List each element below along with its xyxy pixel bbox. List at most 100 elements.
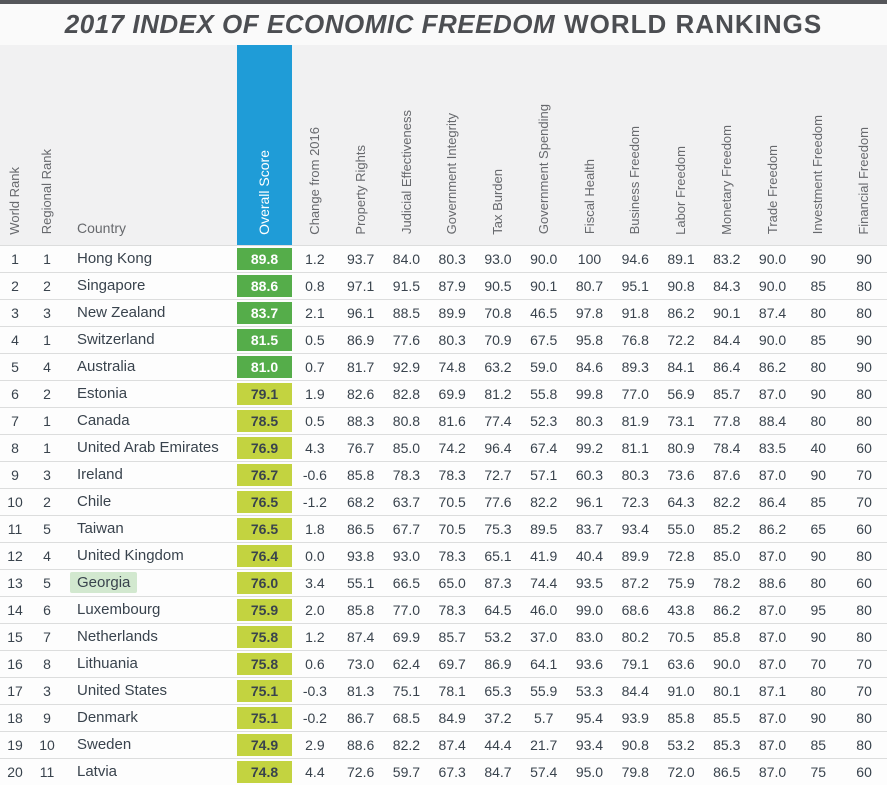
property-rights-cell: 86.7 <box>337 703 384 731</box>
investment-freedom-cell: 90 <box>795 541 842 569</box>
col-header-label: Monetary Freedom <box>718 124 734 235</box>
government-spending-cell: 67.4 <box>520 433 567 461</box>
government-spending-cell: 90.1 <box>520 271 567 299</box>
trade-freedom-cell: 90.0 <box>749 271 796 299</box>
investment-freedom-cell: 90 <box>795 244 842 272</box>
country-cell: Australia <box>64 352 237 380</box>
government-integrity-cell: 78.3 <box>429 595 476 623</box>
world-rank-cell: 17 <box>0 676 30 704</box>
regional-rank-cell: 10 <box>30 730 64 758</box>
labor-freedom-cell: 72.2 <box>658 325 704 353</box>
financial-freedom-cell: 70 <box>841 676 887 704</box>
world-rank-cell: 12 <box>0 541 30 569</box>
government-integrity-cell: 74.2 <box>429 433 476 461</box>
financial-freedom-cell: 80 <box>841 541 887 569</box>
trade-freedom-cell: 83.5 <box>749 433 796 461</box>
change-from-2016-cell: -0.2 <box>292 703 338 731</box>
judicial-effectiveness-cell: 92.9 <box>383 352 430 380</box>
government-integrity-cell: 84.9 <box>429 703 476 731</box>
overall-score-cell: 76.0 <box>237 568 292 596</box>
property-rights-cell: 93.7 <box>337 244 384 272</box>
government-spending-cell: 90.0 <box>520 244 567 272</box>
regional-rank-cell: 2 <box>30 487 64 515</box>
country-cell: Georgia <box>64 568 237 596</box>
country-cell: Chile <box>64 487 237 515</box>
monetary-freedom-cell: 85.0 <box>703 541 750 569</box>
investment-freedom-cell: 90 <box>795 622 842 650</box>
overall-score-cell: 75.1 <box>237 703 292 731</box>
investment-freedom-cell: 75 <box>795 757 842 785</box>
regional-rank-cell: 1 <box>30 406 64 434</box>
labor-freedom-cell: 85.8 <box>658 703 704 731</box>
property-rights-cell: 87.4 <box>337 622 384 650</box>
overall-score-cell: 83.7 <box>237 298 292 326</box>
col-header-label: Judicial Effectiveness <box>398 110 414 235</box>
business-freedom-cell: 94.6 <box>612 244 659 272</box>
change-from-2016-cell: 3.4 <box>292 568 338 596</box>
labor-freedom-cell: 53.2 <box>658 730 704 758</box>
country-cell: Sweden <box>64 730 237 758</box>
regional-rank-cell: 3 <box>30 460 64 488</box>
monetary-freedom-cell: 84.4 <box>703 325 750 353</box>
col-header-investment-freedom: Investment Freedom <box>795 45 842 245</box>
judicial-effectiveness-cell: 77.0 <box>383 595 430 623</box>
property-rights-cell: 97.1 <box>337 271 384 299</box>
investment-freedom-cell: 70 <box>795 649 842 677</box>
col-header-label: Government Spending <box>535 104 551 235</box>
overall-score-badge: 75.1 <box>237 679 292 702</box>
table-row-united-kingdom: 12 4 United Kingdom 76.4 0.0 93.8 93.0 78.3 65.1… <box>0 541 887 569</box>
rankings-table: World Rank Regional Rank Country Overall Sc… <box>0 45 887 785</box>
trade-freedom-cell: 88.4 <box>749 406 796 434</box>
overall-score-badge: 75.1 <box>237 706 292 729</box>
fiscal-health-cell: 83.7 <box>566 514 613 542</box>
judicial-effectiveness-cell: 66.5 <box>383 568 430 596</box>
col-header-regional-rank: Regional Rank <box>30 45 64 245</box>
investment-freedom-cell: 90 <box>795 460 842 488</box>
country-cell: Netherlands <box>64 622 237 650</box>
property-rights-cell: 82.6 <box>337 379 384 407</box>
table-row-singapore: 2 2 Singapore 88.6 0.8 97.1 91.5 87.9 90.5 90.1 80… <box>0 271 887 299</box>
world-rank-cell: 13 <box>0 568 30 596</box>
fiscal-health-cell: 83.0 <box>566 622 613 650</box>
government-spending-cell: 74.4 <box>520 568 567 596</box>
regional-rank-cell: 6 <box>30 595 64 623</box>
col-header-labor-freedom: Labor Freedom <box>658 45 704 245</box>
property-rights-cell: 85.8 <box>337 595 384 623</box>
world-rank-cell: 3 <box>0 298 30 326</box>
business-freedom-cell: 79.1 <box>612 649 659 677</box>
world-rank-cell: 7 <box>0 406 30 434</box>
overall-score-cell: 81.0 <box>237 352 292 380</box>
fiscal-health-cell: 93.4 <box>566 730 613 758</box>
investment-freedom-cell: 80 <box>795 406 842 434</box>
change-from-2016-cell: -0.3 <box>292 676 338 704</box>
government-spending-cell: 41.9 <box>520 541 567 569</box>
tax-burden-cell: 96.4 <box>475 433 521 461</box>
government-spending-cell: 57.1 <box>520 460 567 488</box>
table-row-latvia: 20 11 Latvia 74.8 4.4 72.6 59.7 67.3 84.7 57.4 95.… <box>0 757 887 785</box>
change-from-2016-cell: 0.6 <box>292 649 338 677</box>
col-header-judicial-effectiveness: Judicial Effectiveness <box>383 45 430 245</box>
overall-score-cell: 79.1 <box>237 379 292 407</box>
regional-rank-cell: 7 <box>30 622 64 650</box>
trade-freedom-cell: 87.1 <box>749 676 796 704</box>
change-from-2016-cell: 0.5 <box>292 325 338 353</box>
labor-freedom-cell: 64.3 <box>658 487 704 515</box>
change-from-2016-cell: -1.2 <box>292 487 338 515</box>
trade-freedom-cell: 87.0 <box>749 541 796 569</box>
financial-freedom-cell: 80 <box>841 703 887 731</box>
business-freedom-cell: 90.8 <box>612 730 659 758</box>
col-header-label: Business Freedom <box>627 126 643 235</box>
table-row-lithuania: 16 8 Lithuania 75.8 0.6 73.0 62.4 69.7 86.9 64.1 9… <box>0 649 887 677</box>
table-row-chile: 10 2 Chile 76.5 -1.2 68.2 63.7 70.5 77.6 82.2 96.1… <box>0 487 887 515</box>
tax-burden-cell: 53.2 <box>475 622 521 650</box>
financial-freedom-cell: 90 <box>841 352 887 380</box>
world-rank-cell: 9 <box>0 460 30 488</box>
government-integrity-cell: 81.6 <box>429 406 476 434</box>
business-freedom-cell: 76.8 <box>612 325 659 353</box>
tax-burden-cell: 90.5 <box>475 271 521 299</box>
financial-freedom-cell: 70 <box>841 487 887 515</box>
col-header-fiscal-health: Fiscal Health <box>566 45 613 245</box>
government-spending-cell: 52.3 <box>520 406 567 434</box>
judicial-effectiveness-cell: 75.1 <box>383 676 430 704</box>
business-freedom-cell: 87.2 <box>612 568 659 596</box>
